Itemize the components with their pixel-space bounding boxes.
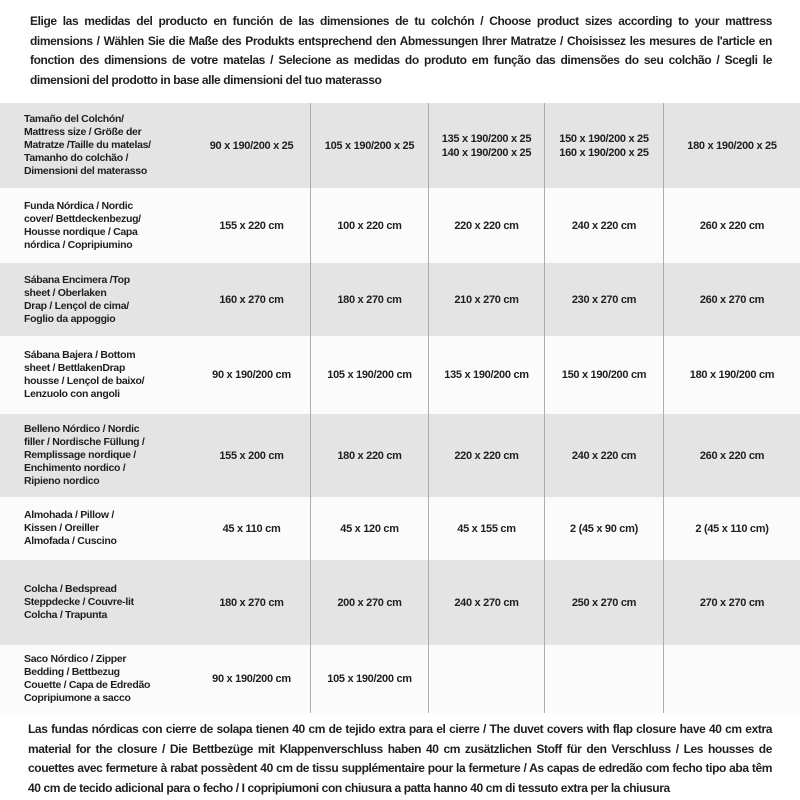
size-value-cell: 45 x 120 cm <box>310 497 428 560</box>
size-value-cell: 105 x 190/200 cm <box>310 645 428 713</box>
size-value-cell: 260 x 270 cm <box>663 263 800 336</box>
row-label: Almohada / Pillow / Kissen / Oreiller Al… <box>24 509 117 547</box>
table-row-zipper-bedding: Saco Nórdico / Zipper Bedding / Bettbezu… <box>0 645 800 713</box>
footnote-text: Las fundas nórdicas con cierre de solapa… <box>28 722 772 795</box>
row-label: Colcha / Bedspread Steppdecke / Couvre-l… <box>24 583 134 621</box>
size-value-cell <box>428 645 544 713</box>
row-label: Funda Nórdica / Nordic cover/ Bettdecken… <box>24 199 141 251</box>
size-value-cell: 155 x 220 cm <box>219 219 284 232</box>
row-label: Belleno Nórdico / Nordic filler / Nordis… <box>24 423 145 487</box>
size-value-cell: 220 x 220 cm <box>428 414 544 497</box>
size-value-cell: 150 x 190/200 x 25 160 x 190/200 x 25 <box>544 103 663 188</box>
table-row-top-sheet: Sábana Encimera /Top sheet / Oberlaken D… <box>0 263 800 336</box>
size-value-cell <box>663 645 800 713</box>
size-value-cell: 260 x 220 cm <box>663 188 800 263</box>
table-row-bedspread: Colcha / Bedspread Steppdecke / Couvre-l… <box>0 560 800 645</box>
size-value-cell: 240 x 220 cm <box>544 188 663 263</box>
size-value-cell: 45 x 155 cm <box>428 497 544 560</box>
size-value-cell: 180 x 190/200 cm <box>663 336 800 414</box>
table-row-mattress-size: Tamaño del Colchón/ Mattress size / Größ… <box>0 103 800 188</box>
size-value-cell: 250 x 270 cm <box>544 560 663 645</box>
size-value-cell <box>544 645 663 713</box>
row-label: Tamaño del Colchón/ Mattress size / Größ… <box>24 113 151 177</box>
size-value-cell: 45 x 110 cm <box>222 522 281 535</box>
size-value-cell: 180 x 220 cm <box>310 414 428 497</box>
size-value-cell: 180 x 190/200 x 25 <box>663 103 800 188</box>
size-value-cell: 155 x 200 cm <box>219 449 284 462</box>
size-value-cell: 90 x 190/200 cm <box>212 673 291 685</box>
intro-text: Elige las medidas del producto en funció… <box>30 14 772 87</box>
size-value-cell: 270 x 270 cm <box>663 560 800 645</box>
row-label: Sábana Encimera /Top sheet / Oberlaken D… <box>24 273 130 325</box>
size-value-cell: 220 x 220 cm <box>428 188 544 263</box>
size-value-cell: 180 x 270 cm <box>219 596 284 609</box>
table-row-nordic-filler: Belleno Nórdico / Nordic filler / Nordis… <box>0 414 800 497</box>
size-value-cell: 100 x 220 cm <box>310 188 428 263</box>
size-value-cell: 210 x 270 cm <box>428 263 544 336</box>
size-value-cell: 240 x 220 cm <box>544 414 663 497</box>
table-row-pillow: Almohada / Pillow / Kissen / Oreiller Al… <box>0 497 800 560</box>
size-value-cell: 90 x 190/200 x 25 <box>209 139 294 152</box>
size-value-cell: 90 x 190/200 cm <box>212 369 291 381</box>
size-value-cell: 105 x 190/200 cm <box>310 336 428 414</box>
size-value-cell: 105 x 190/200 x 25 <box>310 103 428 188</box>
size-value-cell: 135 x 190/200 x 25 140 x 190/200 x 25 <box>428 103 544 188</box>
table-row-bottom-sheet: Sábana Bajera / Bottom sheet / Bettlaken… <box>0 336 800 414</box>
product-size-table: Tamaño del Colchón/ Mattress size / Größ… <box>0 103 800 713</box>
size-value-cell: 135 x 190/200 cm <box>428 336 544 414</box>
size-value-cell: 2 (45 x 110 cm) <box>663 497 800 560</box>
size-value-cell: 150 x 190/200 cm <box>544 336 663 414</box>
row-label: Sábana Bajera / Bottom sheet / Bettlaken… <box>24 349 145 400</box>
size-value-cell: 200 x 270 cm <box>310 560 428 645</box>
table-row-nordic-cover: Funda Nórdica / Nordic cover/ Bettdecken… <box>0 188 800 263</box>
size-value-cell: 2 (45 x 90 cm) <box>544 497 663 560</box>
size-value-cell: 180 x 270 cm <box>310 263 428 336</box>
size-value-cell: 160 x 270 cm <box>219 293 284 306</box>
size-value-cell: 240 x 270 cm <box>428 560 544 645</box>
size-value-cell: 230 x 270 cm <box>544 263 663 336</box>
row-label: Saco Nórdico / Zipper Bedding / Bettbezu… <box>24 653 151 704</box>
size-value-cell: 260 x 220 cm <box>663 414 800 497</box>
